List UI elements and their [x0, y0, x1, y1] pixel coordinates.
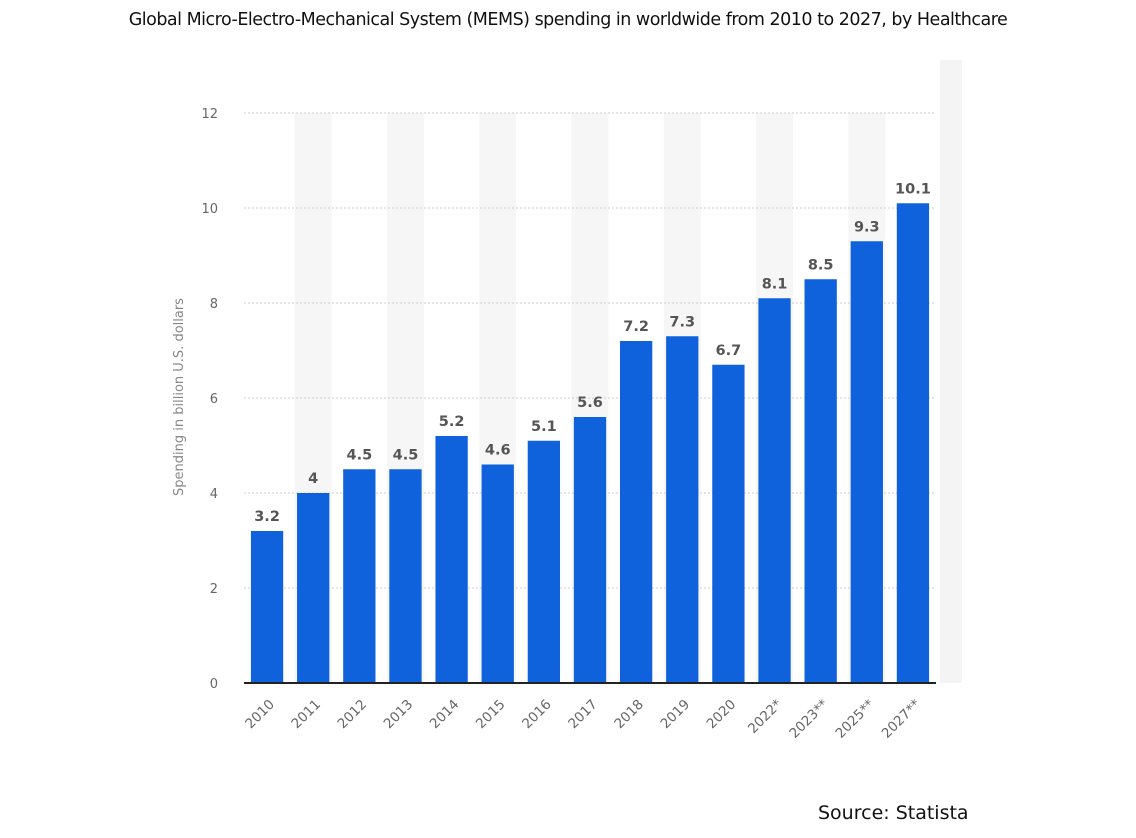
y-tick-label: 2 [210, 582, 218, 597]
data-label: 5.2 [439, 414, 465, 430]
data-label: 4 [308, 471, 318, 487]
y-tick-label: 8 [210, 297, 218, 312]
bar-2014 [435, 436, 468, 683]
data-label: 7.3 [669, 314, 695, 330]
source-note: Source: Statista [818, 802, 969, 824]
x-tick-label: 2016 [519, 697, 555, 733]
x-tick-label: 2014 [427, 697, 463, 733]
x-tick-label: 2023** [786, 696, 831, 741]
data-label: 6.7 [716, 343, 742, 359]
x-axis-ticks: 2010 2011 2012 2013 2014 2015 2016 2017 2018 2019… [242, 696, 924, 741]
y-axis-ticks: 0 2 4 6 8 10 12 [201, 107, 218, 692]
data-label: 8.5 [808, 257, 834, 273]
bars [250, 203, 930, 683]
x-tick-label: 2017 [565, 697, 601, 733]
data-label: 5.6 [577, 395, 603, 411]
x-tick-label: 2018 [611, 697, 647, 733]
data-labels: 3.2 4 4.5 4.5 5.2 4.6 5.1 5.6 7.2 7.3 6.7 8.1 8.5 9.3… [254, 181, 931, 525]
bar-2015 [481, 464, 514, 683]
y-tick-label: 12 [201, 107, 218, 122]
bar-2010 [250, 531, 284, 683]
x-tick-label: 2012 [335, 697, 371, 733]
data-label: 4.5 [393, 447, 419, 463]
x-tick-label: 2015 [473, 697, 509, 733]
x-tick-label: 2011 [288, 697, 324, 733]
data-label: 7.2 [623, 319, 649, 335]
bar-2027 [896, 203, 930, 683]
bar-2023 [804, 279, 837, 683]
right-panel-shade [940, 60, 962, 683]
x-tick-label: 2010 [242, 697, 278, 733]
x-tick-label: 2022* [745, 696, 786, 737]
bar-2018 [619, 341, 653, 683]
x-tick-label: 2027** [879, 696, 924, 741]
y-tick-label: 10 [201, 202, 218, 217]
bar-2011 [297, 493, 330, 683]
bar-2022 [758, 298, 791, 683]
bar-2013 [389, 469, 422, 683]
bar-2016 [527, 440, 561, 683]
data-label: 5.1 [531, 419, 557, 435]
x-tick-label: 2025** [832, 696, 877, 741]
bar-2025 [850, 241, 883, 683]
x-tick-label: 2019 [657, 697, 693, 733]
y-tick-label: 4 [210, 487, 218, 502]
x-tick-label: 2013 [381, 697, 417, 733]
data-label: 8.1 [762, 276, 788, 292]
bar-2019 [666, 336, 699, 683]
chart-title: Global Micro-Electro-Mechanical System (… [128, 10, 1008, 30]
y-tick-label: 0 [210, 677, 218, 692]
x-tick-label: 2020 [704, 697, 740, 733]
data-label: 4.6 [485, 443, 511, 459]
data-label: 4.5 [346, 447, 372, 463]
y-axis-label: Spending in billion U.S. dollars [172, 298, 187, 496]
data-label: 3.2 [254, 509, 280, 525]
y-tick-label: 6 [210, 392, 218, 407]
data-label: 9.3 [854, 219, 880, 235]
bar-2017 [573, 417, 607, 683]
bar-2012 [343, 469, 376, 683]
data-label: 10.1 [895, 181, 931, 197]
bar-2020 [712, 364, 745, 683]
